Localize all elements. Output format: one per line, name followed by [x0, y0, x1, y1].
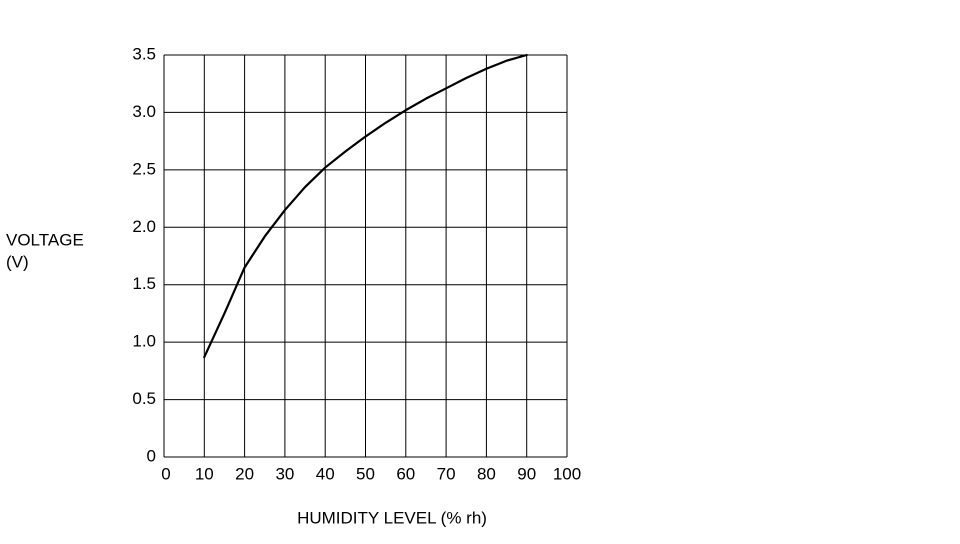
x-axis-label: HUMIDITY LEVEL (% rh) [297, 508, 487, 527]
x-tick-label: 0 [161, 464, 170, 483]
y-tick-label: 0.5 [132, 389, 156, 408]
x-tick-label: 10 [195, 464, 214, 483]
y-tick-label: 3.0 [132, 102, 156, 121]
y-axis-label: (V) [6, 252, 29, 271]
y-tick-label: 2.5 [132, 159, 156, 178]
y-tick-label: 3.5 [132, 44, 156, 63]
y-tick-label: 1.5 [132, 274, 156, 293]
x-tick-label: 80 [477, 464, 496, 483]
y-tick-label: 0 [147, 446, 156, 465]
x-tick-label: 70 [437, 464, 456, 483]
x-tick-label: 90 [517, 464, 536, 483]
data-line [203, 53, 528, 359]
x-tick-label: 60 [396, 464, 415, 483]
x-tick-label: 50 [356, 464, 375, 483]
x-tick-label: 100 [553, 464, 581, 483]
x-tick-label: 20 [235, 464, 254, 483]
x-tick-label: 40 [316, 464, 335, 483]
y-axis-label: VOLTAGE [6, 230, 84, 249]
y-tick-label: 1.0 [132, 332, 156, 351]
x-tick-label: 30 [275, 464, 294, 483]
y-tick-label: 2.0 [132, 217, 156, 236]
